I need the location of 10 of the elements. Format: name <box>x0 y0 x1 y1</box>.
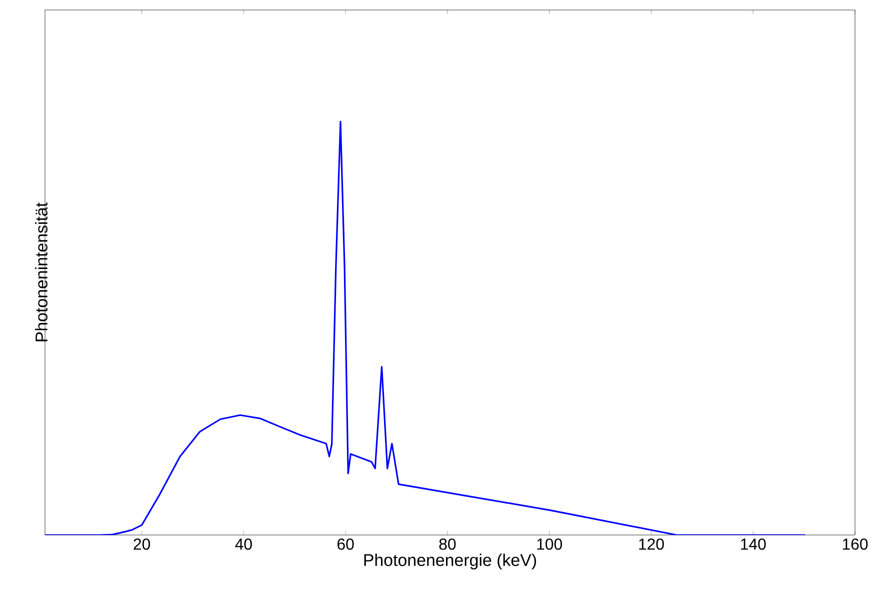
x-axis-title: Photonenenergie (keV) <box>364 554 536 570</box>
x-tick-label: 160 <box>842 538 868 550</box>
x-tick-label: 120 <box>639 538 664 550</box>
x-tick-label: 100 <box>537 538 562 550</box>
x-tick-label: 20 <box>134 538 150 550</box>
x-tick-label: 140 <box>741 538 766 550</box>
x-tick-label: 40 <box>235 538 252 550</box>
y-axis-title: Photonenintensität <box>35 202 48 342</box>
x-tick-label: 80 <box>439 538 456 550</box>
x-tick-label: 60 <box>338 538 354 550</box>
